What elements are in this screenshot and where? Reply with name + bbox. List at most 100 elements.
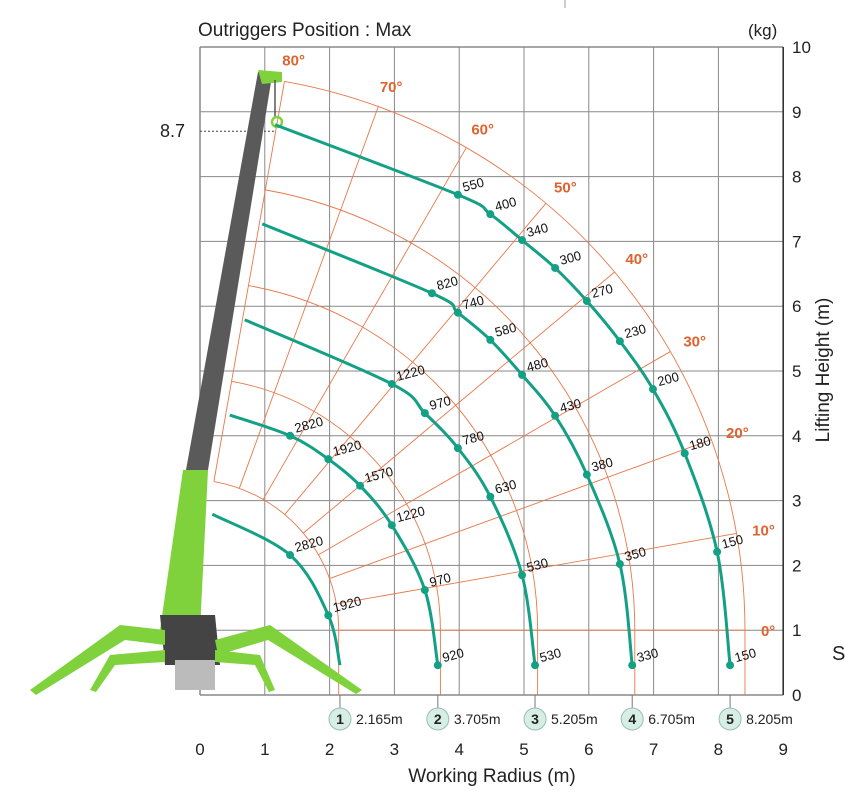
boom-length-label: 5.205m bbox=[551, 711, 598, 727]
load-point bbox=[531, 661, 540, 670]
boom-length-badge bbox=[426, 707, 450, 731]
x-tick-label: 3 bbox=[390, 740, 399, 759]
x-tick-label: 9 bbox=[778, 740, 787, 759]
load-value-label: 820 bbox=[435, 273, 460, 293]
load-point bbox=[427, 289, 436, 298]
load-value-label: 970 bbox=[428, 570, 453, 590]
outrigger-left-rear bbox=[90, 650, 165, 692]
angle-label: 10° bbox=[752, 523, 775, 540]
load-value-label: 200 bbox=[656, 369, 681, 389]
load-value-label: 1920 bbox=[331, 437, 363, 459]
angle-label: 0° bbox=[761, 623, 775, 640]
load-value-label: 430 bbox=[558, 396, 583, 416]
y-axis-label: Lifting Height (m) bbox=[813, 298, 834, 443]
load-value-label: 180 bbox=[688, 433, 713, 453]
load-value-label: 340 bbox=[525, 220, 550, 240]
boom-length-badge bbox=[523, 707, 547, 731]
y-tick-label: 3 bbox=[792, 492, 801, 511]
load-value-label: 150 bbox=[733, 645, 758, 665]
load-value-label: 380 bbox=[590, 454, 615, 474]
load-point bbox=[356, 481, 365, 490]
y-tick-label: 6 bbox=[792, 297, 801, 316]
load-point bbox=[582, 297, 591, 306]
load-value-label: 580 bbox=[493, 320, 518, 340]
load-curve-1 bbox=[211, 512, 342, 666]
boom-length-number: 3 bbox=[531, 711, 539, 727]
x-tick-label: 7 bbox=[649, 740, 658, 759]
load-point bbox=[453, 444, 462, 453]
load-point bbox=[582, 470, 591, 479]
load-point bbox=[726, 661, 735, 670]
load-point bbox=[420, 409, 429, 418]
load-point bbox=[551, 411, 560, 420]
x-tick-label: 4 bbox=[454, 740, 463, 759]
load-value-label: 2820 bbox=[293, 533, 325, 555]
load-value-label: 1570 bbox=[363, 464, 395, 486]
angle-arc bbox=[248, 285, 539, 631]
load-point bbox=[324, 455, 333, 464]
load-point bbox=[286, 551, 295, 560]
boom-upper bbox=[186, 72, 272, 470]
angle-arc bbox=[231, 380, 441, 631]
angle-label: 50° bbox=[554, 179, 577, 196]
load-point bbox=[433, 661, 442, 670]
load-point bbox=[286, 431, 295, 440]
load-value-label: 530 bbox=[525, 555, 550, 575]
load-value-label: 550 bbox=[461, 175, 486, 195]
load-point bbox=[680, 449, 689, 458]
load-value-label: 970 bbox=[428, 393, 453, 413]
boom-length-label: 3.705m bbox=[454, 711, 501, 727]
load-point bbox=[615, 337, 624, 346]
load-value-label: 2820 bbox=[293, 414, 325, 436]
angle-line bbox=[303, 271, 615, 534]
x-axis-label: Working Radius (m) bbox=[408, 766, 576, 787]
load-value-label: 630 bbox=[493, 477, 518, 497]
angle-label: 80° bbox=[282, 53, 305, 70]
load-value-label: 1920 bbox=[331, 593, 363, 615]
load-point bbox=[453, 308, 462, 317]
load-point bbox=[324, 611, 333, 620]
load-value-label: 1220 bbox=[395, 503, 427, 525]
load-value-label: 920 bbox=[441, 645, 466, 665]
max-height-label: 8.7 bbox=[160, 121, 185, 141]
angle-arc bbox=[265, 189, 636, 631]
angle-line bbox=[213, 81, 285, 482]
load-point bbox=[486, 335, 495, 344]
load-curve-3 bbox=[244, 318, 537, 666]
load-value-label: 330 bbox=[635, 645, 660, 665]
edge-text: S bbox=[832, 643, 845, 665]
load-value-label: 270 bbox=[590, 281, 615, 301]
x-tick-label: 5 bbox=[519, 740, 528, 759]
angle-label: 60° bbox=[471, 122, 494, 139]
boom-length-badge bbox=[718, 707, 742, 731]
boom-head bbox=[258, 70, 282, 84]
crane-illustration bbox=[30, 70, 362, 695]
boom-length-label: 8.205m bbox=[746, 711, 793, 727]
y-tick-label: 8 bbox=[792, 168, 801, 187]
load-point bbox=[615, 560, 624, 569]
load-point bbox=[518, 571, 527, 580]
load-point bbox=[486, 210, 495, 219]
load-value-label: 530 bbox=[538, 645, 563, 665]
angle-line bbox=[329, 439, 712, 579]
x-tick-label: 0 bbox=[195, 740, 204, 759]
load-value-label: 740 bbox=[461, 292, 486, 312]
load-point bbox=[453, 190, 462, 199]
boom-lower bbox=[160, 470, 208, 630]
load-value-label: 350 bbox=[623, 544, 648, 564]
boom-length-number: 2 bbox=[434, 711, 442, 727]
angle-label: 20° bbox=[726, 425, 749, 442]
grid bbox=[199, 46, 784, 696]
angle-line bbox=[318, 351, 671, 556]
load-point bbox=[713, 547, 722, 556]
load-point bbox=[387, 521, 396, 530]
load-point bbox=[387, 379, 396, 388]
load-point bbox=[518, 236, 527, 245]
angle-arc bbox=[284, 80, 746, 631]
crane-body bbox=[160, 615, 220, 665]
load-value-label: 480 bbox=[525, 355, 550, 375]
y-tick-label: 5 bbox=[792, 362, 801, 381]
y-tick-label: 9 bbox=[792, 103, 801, 122]
load-value-label: 400 bbox=[493, 194, 518, 214]
